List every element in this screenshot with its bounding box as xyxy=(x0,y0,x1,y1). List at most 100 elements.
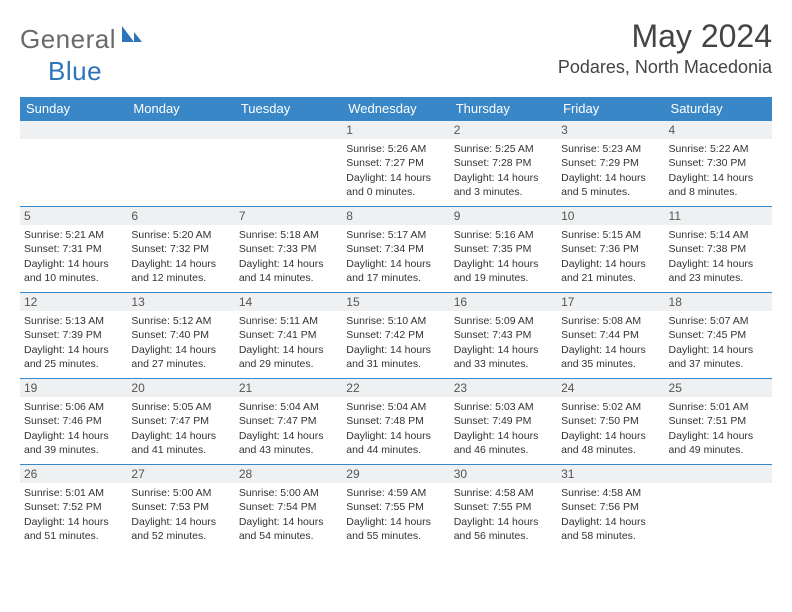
day-details: Sunrise: 5:11 AM Sunset: 7:41 PM Dayligh… xyxy=(239,314,338,371)
day-number-empty xyxy=(20,121,127,139)
day-details: Sunrise: 5:17 AM Sunset: 7:34 PM Dayligh… xyxy=(346,228,445,285)
calendar-row: 19Sunrise: 5:06 AM Sunset: 7:46 PM Dayli… xyxy=(20,379,772,465)
calendar-cell: 18 Sunrise: 5:07 AM Sunset: 7:45 PM Dayli… xyxy=(665,293,772,379)
day-number: 8 xyxy=(342,207,449,225)
day-number: 22 xyxy=(342,379,449,397)
calendar-cell: 31 Sunrise: 4:58 AM Sunset: 7:56 PM Dayli… xyxy=(557,465,664,549)
day-number: 25 xyxy=(665,379,772,397)
calendar-cell: 3Sunrise: 5:23 AM Sunset: 7:29 PM Daylig… xyxy=(557,121,664,207)
weekday-header: Tuesday xyxy=(235,97,342,121)
day-number: 2 xyxy=(450,121,557,139)
calendar-row: 26 Sunrise: 5:01 AM Sunset: 7:52 PM Dayli… xyxy=(20,465,772,549)
day-number: 9 xyxy=(450,207,557,225)
weekday-header: Thursday xyxy=(450,97,557,121)
day-number: 31 xyxy=(557,465,664,483)
calendar-cell: 6 Sunrise: 5:20 AM Sunset: 7:32 PM Daylig… xyxy=(127,207,234,293)
day-number: 23 xyxy=(450,379,557,397)
day-number: 18 xyxy=(665,293,772,311)
day-number-empty xyxy=(235,121,342,139)
weekday-header: Saturday xyxy=(665,97,772,121)
calendar-cell: 11 Sunrise: 5:14 AM Sunset: 7:38 PM Dayli… xyxy=(665,207,772,293)
day-details: Sunrise: 5:16 AM Sunset: 7:35 PM Dayligh… xyxy=(454,228,553,285)
day-details: Sunrise: 5:06 AM Sunset: 7:46 PM Dayligh… xyxy=(24,400,123,457)
day-number: 12 xyxy=(20,293,127,311)
day-number: 3 xyxy=(557,121,664,139)
calendar-cell: 27 Sunrise: 5:00 AM Sunset: 7:53 PM Dayli… xyxy=(127,465,234,549)
day-details: Sunrise: 5:01 AM Sunset: 7:51 PM Dayligh… xyxy=(669,400,768,457)
calendar-cell: 2Sunrise: 5:25 AM Sunset: 7:28 PM Daylig… xyxy=(450,121,557,207)
calendar-cell: 8 Sunrise: 5:17 AM Sunset: 7:34 PM Daylig… xyxy=(342,207,449,293)
day-number: 16 xyxy=(450,293,557,311)
day-number: 15 xyxy=(342,293,449,311)
calendar-cell: 23 Sunrise: 5:03 AM Sunset: 7:49 PM Dayli… xyxy=(450,379,557,465)
day-details: Sunrise: 5:20 AM Sunset: 7:32 PM Dayligh… xyxy=(131,228,230,285)
calendar-table: Sunday Monday Tuesday Wednesday Thursday… xyxy=(20,97,772,549)
day-details: Sunrise: 5:14 AM Sunset: 7:38 PM Dayligh… xyxy=(669,228,768,285)
weekday-header: Wednesday xyxy=(342,97,449,121)
day-number: 27 xyxy=(127,465,234,483)
day-details: Sunrise: 5:03 AM Sunset: 7:49 PM Dayligh… xyxy=(454,400,553,457)
calendar-row: 12Sunrise: 5:13 AM Sunset: 7:39 PM Dayli… xyxy=(20,293,772,379)
calendar-cell: 7Sunrise: 5:18 AM Sunset: 7:33 PM Daylig… xyxy=(235,207,342,293)
day-number: 17 xyxy=(557,293,664,311)
calendar-cell: 15Sunrise: 5:10 AM Sunset: 7:42 PM Dayli… xyxy=(342,293,449,379)
logo-text-blue: Blue xyxy=(48,56,102,86)
calendar-cell xyxy=(235,121,342,207)
calendar-cell xyxy=(20,121,127,207)
day-number: 21 xyxy=(235,379,342,397)
day-details: Sunrise: 5:07 AM Sunset: 7:45 PM Dayligh… xyxy=(669,314,768,371)
day-details: Sunrise: 5:01 AM Sunset: 7:52 PM Dayligh… xyxy=(24,486,123,543)
day-number: 13 xyxy=(127,293,234,311)
calendar-cell: 20 Sunrise: 5:05 AM Sunset: 7:47 PM Dayli… xyxy=(127,379,234,465)
day-details: Sunrise: 5:21 AM Sunset: 7:31 PM Dayligh… xyxy=(24,228,123,285)
day-number-empty xyxy=(665,465,772,483)
day-details: Sunrise: 5:02 AM Sunset: 7:50 PM Dayligh… xyxy=(561,400,660,457)
calendar-cell: 13 Sunrise: 5:12 AM Sunset: 7:40 PM Dayli… xyxy=(127,293,234,379)
day-number: 6 xyxy=(127,207,234,225)
calendar-cell: 12Sunrise: 5:13 AM Sunset: 7:39 PM Dayli… xyxy=(20,293,127,379)
day-details: Sunrise: 5:22 AM Sunset: 7:30 PM Dayligh… xyxy=(669,142,768,199)
day-details: Sunrise: 4:58 AM Sunset: 7:55 PM Dayligh… xyxy=(454,486,553,543)
calendar-cell: 5Sunrise: 5:21 AM Sunset: 7:31 PM Daylig… xyxy=(20,207,127,293)
calendar-cell: 29 Sunrise: 4:59 AM Sunset: 7:55 PM Dayli… xyxy=(342,465,449,549)
day-number: 4 xyxy=(665,121,772,139)
day-number: 29 xyxy=(342,465,449,483)
day-number: 30 xyxy=(450,465,557,483)
day-number: 28 xyxy=(235,465,342,483)
calendar-cell: 14 Sunrise: 5:11 AM Sunset: 7:41 PM Dayli… xyxy=(235,293,342,379)
calendar-cell: 22Sunrise: 5:04 AM Sunset: 7:48 PM Dayli… xyxy=(342,379,449,465)
day-number: 24 xyxy=(557,379,664,397)
day-number: 10 xyxy=(557,207,664,225)
calendar-cell: 17 Sunrise: 5:08 AM Sunset: 7:44 PM Dayli… xyxy=(557,293,664,379)
day-details: Sunrise: 5:00 AM Sunset: 7:53 PM Dayligh… xyxy=(131,486,230,543)
logo: General xyxy=(20,18,144,55)
logo-sail-icon xyxy=(120,24,142,49)
title-block: May 2024 Podares, North Macedonia xyxy=(558,18,772,78)
day-number: 26 xyxy=(20,465,127,483)
calendar-cell: 10 Sunrise: 5:15 AM Sunset: 7:36 PM Dayli… xyxy=(557,207,664,293)
calendar-cell xyxy=(665,465,772,549)
day-details: Sunrise: 5:15 AM Sunset: 7:36 PM Dayligh… xyxy=(561,228,660,285)
calendar-row: 5Sunrise: 5:21 AM Sunset: 7:31 PM Daylig… xyxy=(20,207,772,293)
weekday-header: Sunday xyxy=(20,97,127,121)
day-details: Sunrise: 5:12 AM Sunset: 7:40 PM Dayligh… xyxy=(131,314,230,371)
day-details: Sunrise: 5:08 AM Sunset: 7:44 PM Dayligh… xyxy=(561,314,660,371)
calendar-cell: 21Sunrise: 5:04 AM Sunset: 7:47 PM Dayli… xyxy=(235,379,342,465)
day-number: 11 xyxy=(665,207,772,225)
logo-text-general: General xyxy=(20,24,116,55)
calendar-cell: 24 Sunrise: 5:02 AM Sunset: 7:50 PM Dayli… xyxy=(557,379,664,465)
calendar-cell: 4 Sunrise: 5:22 AM Sunset: 7:30 PM Daylig… xyxy=(665,121,772,207)
calendar-cell: 9 Sunrise: 5:16 AM Sunset: 7:35 PM Daylig… xyxy=(450,207,557,293)
weekday-header: Monday xyxy=(127,97,234,121)
calendar-cell: 19Sunrise: 5:06 AM Sunset: 7:46 PM Dayli… xyxy=(20,379,127,465)
month-title: May 2024 xyxy=(558,18,772,55)
day-number: 14 xyxy=(235,293,342,311)
calendar-cell xyxy=(127,121,234,207)
day-details: Sunrise: 4:59 AM Sunset: 7:55 PM Dayligh… xyxy=(346,486,445,543)
day-number: 20 xyxy=(127,379,234,397)
day-details: Sunrise: 5:05 AM Sunset: 7:47 PM Dayligh… xyxy=(131,400,230,457)
day-details: Sunrise: 5:09 AM Sunset: 7:43 PM Dayligh… xyxy=(454,314,553,371)
day-number: 1 xyxy=(342,121,449,139)
calendar-cell: 1Sunrise: 5:26 AM Sunset: 7:27 PM Daylig… xyxy=(342,121,449,207)
day-details: Sunrise: 4:58 AM Sunset: 7:56 PM Dayligh… xyxy=(561,486,660,543)
